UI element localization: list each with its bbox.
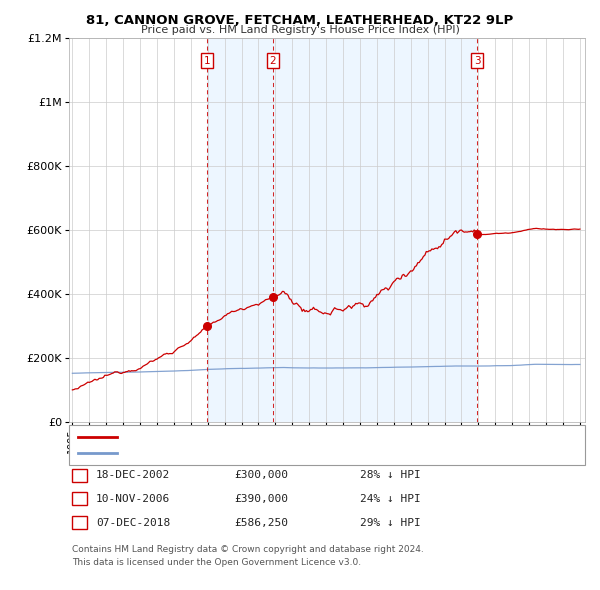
Text: 3: 3 [474,55,481,65]
Text: 1: 1 [204,55,211,65]
Text: HPI: Average price, detached house, Mole Valley: HPI: Average price, detached house, Mole… [123,448,359,458]
Bar [207,38,273,422]
Text: Contains HM Land Registry data © Crown copyright and database right 2024.: Contains HM Land Registry data © Crown c… [72,545,424,553]
Text: £390,000: £390,000 [234,494,288,504]
Text: 18-DEC-2002: 18-DEC-2002 [96,470,170,480]
Text: 24% ↓ HPI: 24% ↓ HPI [360,494,421,504]
Text: £300,000: £300,000 [234,470,288,480]
Text: 07-DEC-2018: 07-DEC-2018 [96,517,170,527]
Text: 2: 2 [76,494,83,504]
Text: This data is licensed under the Open Government Licence v3.0.: This data is licensed under the Open Gov… [72,558,361,566]
Text: 2: 2 [270,55,277,65]
Text: 81, CANNON GROVE, FETCHAM, LEATHERHEAD, KT22 9LP (detached house): 81, CANNON GROVE, FETCHAM, LEATHERHEAD, … [123,432,493,441]
Text: £586,250: £586,250 [234,517,288,527]
Text: 28% ↓ HPI: 28% ↓ HPI [360,470,421,480]
Text: 10-NOV-2006: 10-NOV-2006 [96,494,170,504]
Text: 1: 1 [76,470,83,480]
Text: 29% ↓ HPI: 29% ↓ HPI [360,517,421,527]
Text: 81, CANNON GROVE, FETCHAM, LEATHERHEAD, KT22 9LP: 81, CANNON GROVE, FETCHAM, LEATHERHEAD, … [86,14,514,27]
Bar [273,38,477,422]
Text: 3: 3 [76,517,83,527]
Text: Price paid vs. HM Land Registry's House Price Index (HPI): Price paid vs. HM Land Registry's House … [140,25,460,35]
